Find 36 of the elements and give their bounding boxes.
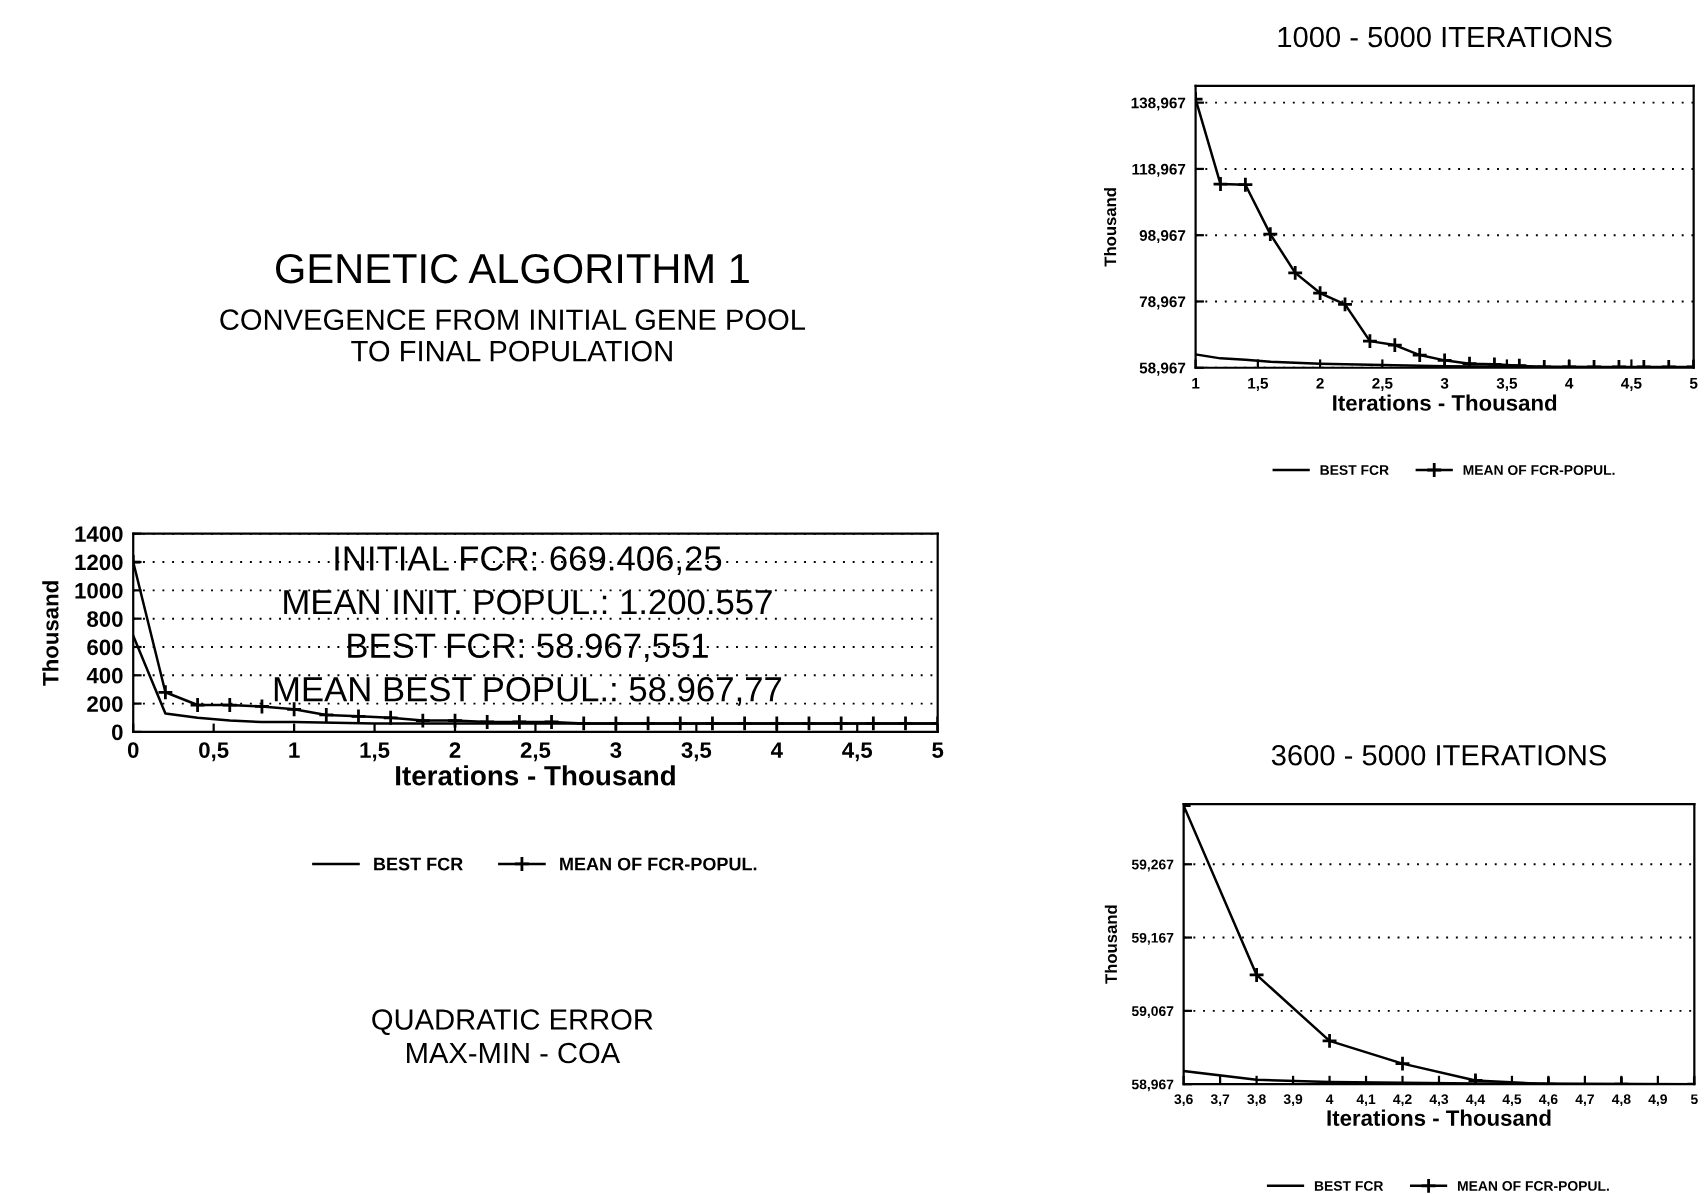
text: QUADRATIC ERROR MAX-MIN - COA [372,1009,653,1064]
x-axis-title: Iterations - Thousand [396,765,675,786]
x-tick-label: 3,5 [681,742,712,762]
y-axis-title: Thousand [1104,905,1118,984]
annotation: MEAN INIT. POPUL.: 1.200.557 [284,589,772,615]
x-tick-label: 4 [770,742,783,758]
y-tick-label: 400 [86,667,123,684]
annotation: MEAN BEST POPUL.: 58.967,77 [274,677,782,706]
chart-title: 1000 - 5000 ITERATIONS [1278,26,1612,48]
legend-label: BEST FCR [374,857,463,871]
y-tick-label: 1400 [75,526,123,542]
x-tick-label: 5 [932,742,944,758]
y-tick-label: 0 [112,724,123,741]
x-axis-title: Iterations - Thousand [1327,1109,1551,1126]
y-tick-label: 600 [87,639,123,656]
y-tick-label: 200 [87,696,123,712]
chart-subtitle: CONVEGENCE FROM INITIAL GENE POOL TO FINAL POPULATION [220,309,806,362]
y-tick-label: 1000 [75,582,123,599]
x-axis-title: Iterations - Thousand [1333,394,1557,411]
x-tick-label: 2,5 [520,742,551,762]
chart-title: 3600 - 5000 ITERATIONS [1271,744,1606,766]
y-axis-title: Thousand [42,581,59,686]
x-tick-label: 4,5 [842,742,873,762]
x-tick-label: 3 [610,742,622,758]
annotation: BEST FCR: 58.967,551 [348,633,708,663]
y-axis-title: Thousand [1104,188,1117,267]
y-tick-label: 1200 [75,554,123,571]
x-tick-label: 1 [289,742,300,758]
legend-label: MEAN OF FCR-POPUL. [560,857,757,871]
x-tick-label: 2 [449,742,461,758]
x-tick-label: 0 [127,742,139,758]
chart-title: GENETIC ALGORITHM 1 [276,253,749,284]
y-tick-label: 800 [87,611,123,627]
x-tick-label: 1,5 [360,742,390,762]
x-tick-label: 0,5 [199,742,229,762]
annotation: INITIAL FCR: 669.406,25 [335,546,722,575]
